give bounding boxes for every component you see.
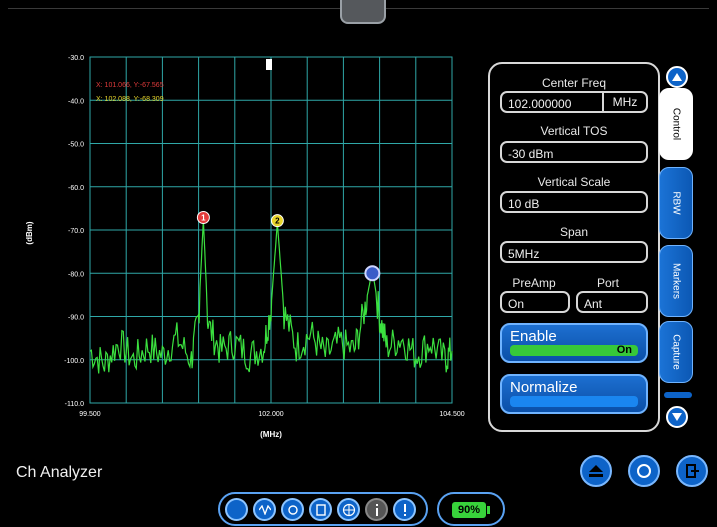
marker-3[interactable]: [364, 265, 381, 282]
waveform-icon[interactable]: [253, 498, 276, 521]
battery-cap: [487, 506, 490, 514]
enable-toggle[interactable]: On: [510, 345, 638, 356]
preamp-label: PreAmp: [512, 276, 556, 290]
reference-marker[interactable]: [266, 59, 272, 70]
x-tick-label: 99.500: [79, 411, 101, 418]
app-title: Ch Analyzer: [16, 464, 103, 481]
vertical-scale-field[interactable]: 10 dB: [500, 191, 648, 213]
exit-icon: [686, 464, 699, 478]
scroll-up-icon[interactable]: [666, 66, 688, 88]
battery-icon: 90%: [452, 502, 486, 518]
normalize-button[interactable]: Normalize: [500, 374, 648, 414]
center-freq-value: 102.000000: [508, 97, 572, 111]
chevron-up-icon: [672, 73, 682, 81]
y-tick-label: -70.0: [68, 228, 84, 235]
spectrum-plot[interactable]: -30.0 -40.0 -50.0 -60.0 -70.0 -80.0 -90.0 -100.…: [0, 0, 470, 450]
vertical-tos-field[interactable]: -30 dBm: [500, 141, 648, 163]
y-tick-label: -90.0: [68, 315, 84, 322]
x-axis-ticks: 99.500 102.000 104.500: [79, 411, 464, 418]
y-axis-label: (dBm): [25, 221, 34, 244]
eject-icon: [589, 465, 603, 477]
target-icon[interactable]: [281, 498, 304, 521]
y-tick-label: -30.0: [68, 55, 84, 62]
y-tick-label: -110.0: [65, 401, 84, 408]
enable-label: Enable: [510, 328, 557, 345]
vertical-tos-label: Vertical TOS: [540, 124, 608, 138]
marker-1[interactable]: [196, 210, 210, 224]
exit-button[interactable]: [676, 455, 708, 487]
y-tick-label: -100.0: [64, 358, 84, 365]
center-freq-unit[interactable]: MHz: [602, 91, 646, 113]
storage-icon[interactable]: [309, 498, 332, 521]
port-label: Port: [596, 276, 619, 290]
marker1-readout: X: 101.066, Y:-67.565: [96, 82, 164, 89]
bottom-dock: [218, 492, 428, 526]
enable-button[interactable]: Enable On: [500, 323, 648, 363]
preamp-field[interactable]: On: [500, 291, 570, 313]
tab-capture[interactable]: Capture: [659, 321, 693, 383]
pull-down-handle[interactable]: [340, 0, 386, 24]
scroll-indicator: [664, 392, 692, 398]
tab-control[interactable]: Control: [659, 88, 693, 160]
normalize-label: Normalize: [510, 379, 578, 396]
marker-2-label: 2: [275, 217, 280, 226]
vertical-scale-label: Vertical Scale: [537, 175, 611, 189]
y-tick-label: -40.0: [68, 98, 84, 105]
info-icon[interactable]: [365, 498, 388, 521]
x-axis-label: (MHz): [260, 430, 282, 439]
home-icon[interactable]: [225, 498, 248, 521]
marker-1-label: 1: [201, 213, 206, 222]
span-label: Span: [559, 225, 589, 239]
y-tick-label: -60.0: [68, 185, 84, 192]
alert-icon[interactable]: [393, 498, 416, 521]
battery-status[interactable]: 90%: [437, 492, 505, 526]
tab-markers[interactable]: Markers: [659, 245, 693, 317]
network-icon[interactable]: [337, 498, 360, 521]
x-tick-label: 102.000: [258, 411, 283, 418]
eject-button[interactable]: [580, 455, 612, 487]
scroll-down-icon[interactable]: [666, 406, 688, 428]
x-tick-label: 104.500: [439, 411, 464, 418]
circle-icon: [637, 464, 651, 478]
tab-rbw[interactable]: RBW: [659, 167, 693, 239]
spectrum-trace: [89, 219, 453, 374]
y-tick-label: -80.0: [68, 271, 84, 278]
circle-button[interactable]: [628, 455, 660, 487]
span-field[interactable]: 5MHz: [500, 241, 648, 263]
y-axis-ticks: -30.0 -40.0 -50.0 -60.0 -70.0 -80.0 -90.0 -100.…: [64, 55, 84, 408]
normalize-bar: [510, 396, 638, 407]
control-panel: Center Freq 102.000000 MHz Vertical TOS …: [488, 62, 660, 432]
center-freq-label: Center Freq: [541, 76, 607, 90]
y-tick-label: -50.0: [68, 142, 84, 149]
port-field[interactable]: Ant: [576, 291, 648, 313]
center-freq-field[interactable]: 102.000000 MHz: [500, 91, 648, 113]
marker2-readout: X: 102.088, Y:-68.309: [96, 96, 164, 103]
chevron-down-icon: [672, 413, 682, 421]
plot-grid: [89, 56, 453, 404]
marker-2[interactable]: [270, 214, 284, 228]
